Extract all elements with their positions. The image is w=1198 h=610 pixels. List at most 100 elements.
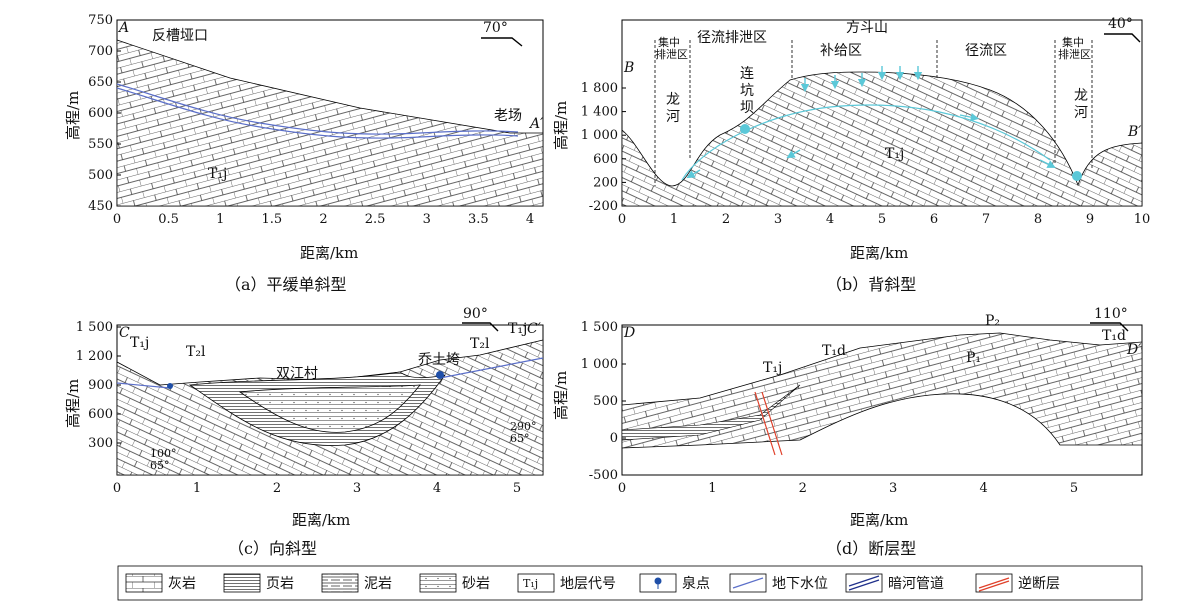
- panel-b-spring-point: [740, 124, 750, 134]
- panel-a: A A′ 反槽垭口 老场 T₁j 70° 750 700 650 600 550 500 4…: [64, 13, 544, 294]
- svg-text:地下水位: 地下水位: [772, 576, 828, 592]
- svg-text:页岩: 页岩: [266, 576, 294, 592]
- panel-a-corner-right: A′: [528, 116, 544, 132]
- d-xtick-label: 5: [1070, 481, 1078, 496]
- panel-a-water-table-2: [116, 87, 519, 139]
- panel-c-sandstone: [238, 384, 421, 433]
- a-ytick-label: 500: [88, 168, 113, 183]
- c-xtick-label: 4: [433, 481, 441, 496]
- svg-text:灰岩: 灰岩: [168, 576, 196, 592]
- c-ytick-label: 1 200: [76, 349, 113, 364]
- svg-text:逆断层: 逆断层: [1018, 576, 1060, 592]
- d-ytick-label: 500: [593, 394, 618, 409]
- panel-a-caption: （a）平缓单斜型: [225, 275, 347, 294]
- panel-c-spring-left: [167, 383, 173, 389]
- panel-c-xticks: 0 1 2 3 4 5: [113, 481, 521, 496]
- svg-text:40°: 40°: [1108, 16, 1133, 32]
- panel-c-formation-3: T₂l: [470, 336, 490, 352]
- b-xtick-label: 0: [618, 212, 626, 227]
- b-ytick-label: -200: [589, 199, 618, 214]
- legend-item-underground-river: 暗河管道: [845, 573, 944, 593]
- d-xtick-label: 3: [889, 481, 897, 496]
- panel-a-formation: T₁j: [208, 166, 227, 182]
- panel-a-limestone: [116, 39, 544, 207]
- a-ytick-label: 550: [88, 137, 113, 152]
- spring-icon: [654, 577, 662, 585]
- b-xtick-label: 7: [982, 212, 990, 227]
- a-ytick-label: 750: [88, 13, 113, 28]
- panel-a-yticks: 750 700 650 600 550 500 450: [88, 13, 121, 214]
- panel-b: B B′ 集中排泄区 径流排泄区 补给区 径流区 集中排泄区 方斗山 龙河 龙河…: [552, 16, 1150, 294]
- panel-d-formation-5: T₁d: [1102, 328, 1126, 344]
- panel-d-yticks: 1 500 1 000 500 0 -500: [581, 320, 626, 483]
- panel-b-corner-right: B′: [1127, 124, 1142, 140]
- svg-text:砂岩: 砂岩: [462, 576, 490, 592]
- panel-b-zone-runoff-discharge: 径流排泄区: [697, 30, 767, 46]
- panel-d-caption: （d）断层型: [826, 539, 916, 558]
- panel-c-water-table-right: [439, 357, 544, 379]
- panel-b-arrows: [686, 66, 1056, 179]
- panel-b-spring-label: 连坑坝: [740, 66, 754, 116]
- svg-text:90°: 90°: [463, 306, 488, 322]
- a-xtick-label: 0.5: [158, 212, 179, 227]
- b-xtick-label: 5: [878, 212, 886, 227]
- panel-d-xlabel: 距离/km: [850, 511, 908, 529]
- panel-c-corner-left: C: [119, 325, 130, 341]
- a-xtick-label: 3.5: [468, 212, 489, 227]
- panel-a-ylabel: 高程/m: [64, 91, 82, 140]
- d-xtick-label: 4: [979, 481, 987, 496]
- legend-item-formation-code: T₁j 地层代号: [517, 573, 616, 593]
- panel-b-flow-line: [681, 104, 1051, 181]
- a-xtick-label: 1.5: [262, 212, 283, 227]
- panel-c-attitude-right: 290° 65°: [510, 420, 537, 445]
- panel-d-dip-symbol: 110°: [1090, 306, 1129, 332]
- legend-item-mudstone: 泥岩: [321, 573, 392, 593]
- panel-b-dip-symbol: 40°: [1104, 16, 1141, 43]
- b-ytick-label: 1 000: [581, 128, 618, 143]
- a-xtick-label: 3: [423, 212, 431, 227]
- legend-item-spring: 泉点: [639, 573, 710, 593]
- panel-b-zone-dividers: [654, 40, 1093, 186]
- d-ytick-label: 1 500: [581, 320, 618, 335]
- c-ytick-label: 1 500: [76, 320, 113, 335]
- panel-b-spring-point-right: [1072, 171, 1082, 181]
- c-xtick-label: 3: [353, 481, 361, 496]
- panel-c-ylabel: 高程/m: [64, 379, 82, 428]
- panel-d-formation-4: P₁: [966, 350, 981, 366]
- panel-a-water-table: [116, 83, 519, 135]
- svg-text:70°: 70°: [483, 20, 508, 36]
- panel-d-formation-3: P₂: [985, 313, 1000, 329]
- panel-b-xticks: 0 1 2 3 4 5 6 7 8 9 10: [618, 212, 1150, 227]
- b-xtick-label: 1: [670, 212, 678, 227]
- panel-b-zone-discharge-left: 集中排泄区: [655, 35, 688, 61]
- svg-text:110°: 110°: [1094, 306, 1128, 322]
- a-ytick-label: 650: [88, 75, 113, 90]
- panel-c-yticks: 1 500 1 200 900 600 300: [76, 320, 121, 451]
- svg-text:暗河管道: 暗河管道: [888, 576, 944, 592]
- a-ytick-label: 450: [88, 199, 113, 214]
- panel-c-corner-right: C′: [527, 321, 542, 337]
- panel-c-formation-1: T₁j: [130, 335, 149, 351]
- panel-a-corner-left: A: [117, 20, 129, 36]
- panel-a-xlabel: 距离/km: [300, 244, 358, 262]
- panel-c-xlabel: 距离/km: [292, 511, 350, 529]
- a-ytick-label: 700: [88, 44, 113, 59]
- b-ytick-label: 1 800: [581, 81, 618, 96]
- svg-text:泥岩: 泥岩: [364, 576, 392, 592]
- panel-b-zone-discharge-right: 集中排泄区: [1058, 35, 1091, 61]
- panel-d-formation-2: T₁d: [822, 343, 846, 359]
- panel-b-mountain: 方斗山: [846, 20, 888, 36]
- panel-d-ylabel: 高程/m: [552, 371, 570, 420]
- legend-item-limestone: 灰岩: [125, 573, 196, 593]
- a-xtick-label: 2.5: [365, 212, 386, 227]
- c-ytick-label: 600: [88, 407, 113, 422]
- a-xtick-label: 2: [319, 212, 327, 227]
- c-xtick-label: 0: [113, 481, 121, 496]
- panel-a-xticks: 0 0.5 1 1.5 2 2.5 3 3.5 4: [113, 212, 534, 227]
- panel-c-village: 双江村: [276, 366, 318, 382]
- panel-c-water-table-left: [116, 382, 171, 389]
- panel-c-dip-symbol: 90°: [462, 306, 499, 332]
- panel-c-formation-4: T₁j: [508, 321, 527, 337]
